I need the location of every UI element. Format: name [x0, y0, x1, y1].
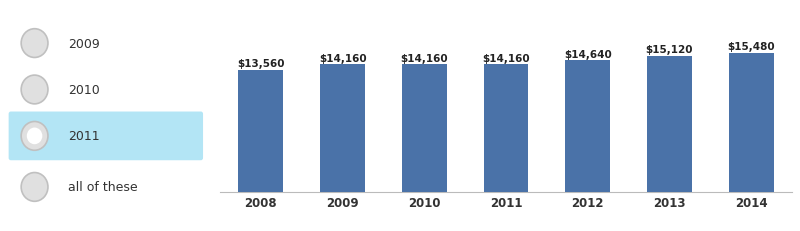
FancyBboxPatch shape	[9, 112, 203, 161]
Text: all of these: all of these	[68, 181, 138, 194]
Bar	[238, 70, 283, 192]
Text: 2011: 2011	[68, 130, 100, 143]
Bar	[729, 53, 774, 192]
Text: $15,480: $15,480	[727, 42, 775, 52]
Circle shape	[21, 30, 48, 58]
Text: $14,160: $14,160	[318, 54, 366, 64]
Text: $14,160: $14,160	[401, 54, 448, 64]
Bar	[566, 61, 610, 192]
Circle shape	[21, 122, 48, 151]
Text: $14,160: $14,160	[482, 54, 530, 64]
Text: 2010: 2010	[68, 84, 100, 97]
Bar	[402, 65, 446, 192]
Text: $15,120: $15,120	[646, 45, 693, 55]
Text: $14,640: $14,640	[564, 49, 611, 59]
Text: 2009: 2009	[68, 37, 100, 50]
Bar	[647, 57, 692, 192]
Text: $13,560: $13,560	[237, 59, 285, 69]
Circle shape	[21, 173, 48, 201]
Circle shape	[21, 76, 48, 104]
Circle shape	[26, 128, 42, 145]
Bar	[320, 65, 365, 192]
Bar	[483, 65, 529, 192]
